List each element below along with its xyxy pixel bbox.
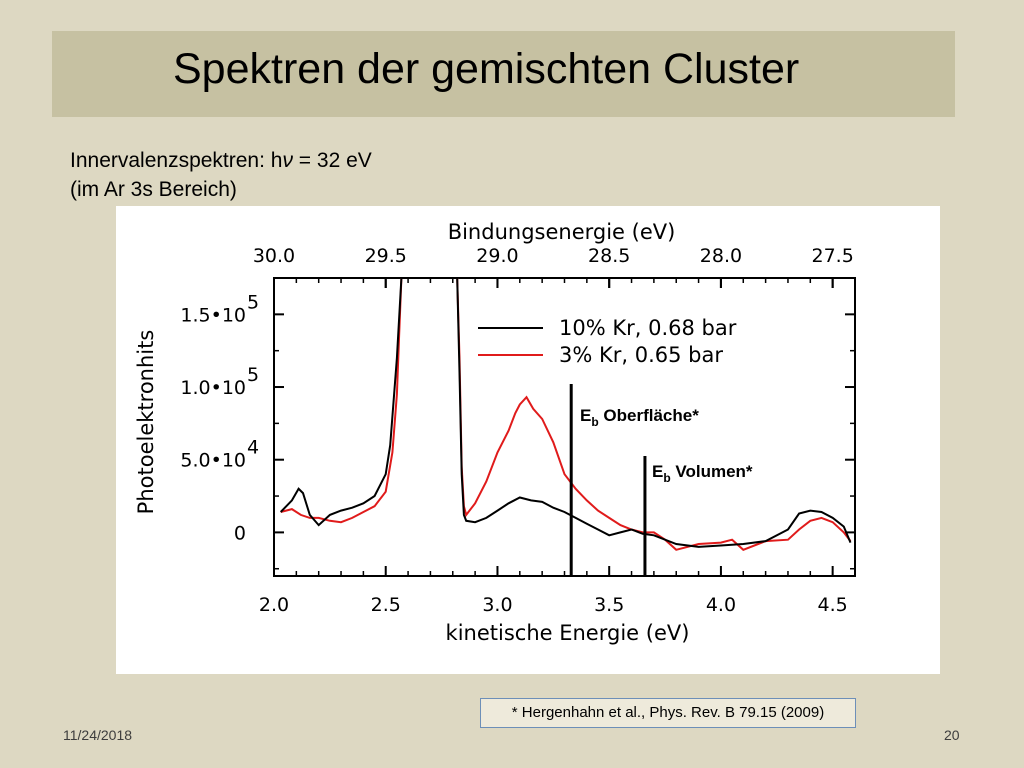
slide-subtitle: Innervalenzspektren: hν = 32 eV (im Ar 3… bbox=[70, 146, 372, 204]
x-tick-label: 2.5 bbox=[371, 594, 401, 616]
x-tick-label: 4.0 bbox=[706, 594, 736, 616]
subtitle-line-2: (im Ar 3s Bereich) bbox=[70, 178, 237, 201]
y-tick-label: 5.0•10 bbox=[180, 450, 246, 472]
x-tick-label: 3.5 bbox=[594, 594, 624, 616]
x-tick-label: 2.0 bbox=[259, 594, 289, 616]
chart-panel: 2.0 2.5 3.0 3.5 4.0 4.5 30.0 29.5 29.0 28.5 28.0 27… bbox=[116, 206, 940, 674]
subtitle-line-1: Innervalenzspektren: hν = 32 eV bbox=[70, 146, 372, 175]
top-tick-label: 30.0 bbox=[253, 245, 295, 267]
y-tick-label: 0 bbox=[234, 522, 246, 544]
x-axis-title: kinetische Energie (eV) bbox=[446, 621, 690, 645]
y-tick-exponent: 4 bbox=[247, 437, 259, 459]
reference-box: * Hergenhahn et al., Phys. Rev. B 79.15 … bbox=[480, 698, 856, 728]
top-tick-label: 28.5 bbox=[588, 245, 630, 267]
y-tick-exponent: 5 bbox=[247, 291, 259, 313]
binding-energy-label: Eb Oberfläche* bbox=[580, 406, 699, 429]
y-tick-label: 1.5•10 bbox=[180, 304, 246, 326]
y-axis-title: Photoelektronhits bbox=[134, 330, 158, 515]
legend-label: 10% Kr, 0.68 bar bbox=[559, 316, 737, 340]
top-tick-label: 29.5 bbox=[365, 245, 407, 267]
y-tick-exponent: 5 bbox=[247, 364, 259, 386]
legend-label: 3% Kr, 0.65 bar bbox=[559, 343, 723, 367]
series-line-10pct-kr bbox=[279, 278, 852, 548]
y-tick-label: 1.0•10 bbox=[180, 377, 246, 399]
top-tick-label: 29.0 bbox=[476, 245, 518, 267]
x-tick-label: 4.5 bbox=[818, 594, 848, 616]
binding-energy-label: Eb Volumen* bbox=[652, 462, 753, 485]
top-tick-label: 27.5 bbox=[811, 245, 853, 267]
top-tick-label: 28.0 bbox=[700, 245, 742, 267]
subtitle-text-post: = 32 eV bbox=[292, 149, 372, 172]
subtitle-text-pre: Innervalenzspektren: h bbox=[70, 149, 283, 172]
title-bar: Spektren der gemischten Cluster bbox=[52, 31, 955, 117]
x-tick-label: 3.0 bbox=[482, 594, 512, 616]
slide-title: Spektren der gemischten Cluster bbox=[173, 45, 800, 93]
spectrum-chart: 2.0 2.5 3.0 3.5 4.0 4.5 30.0 29.5 29.0 28.5 28.0 27… bbox=[134, 220, 856, 645]
footer-date: 11/24/2018 bbox=[63, 727, 133, 743]
footer-page-number: 20 bbox=[944, 727, 960, 743]
top-axis-title: Bindungsenergie (eV) bbox=[448, 220, 676, 244]
series-line-3pct-kr bbox=[280, 278, 852, 551]
subtitle-nu-symbol: ν bbox=[282, 149, 293, 172]
